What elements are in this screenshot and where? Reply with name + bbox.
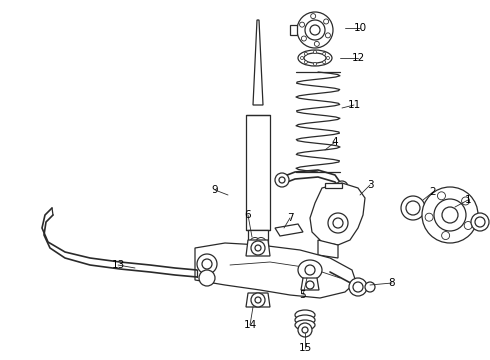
- Circle shape: [251, 241, 265, 255]
- Circle shape: [323, 61, 326, 64]
- Circle shape: [279, 177, 285, 183]
- Circle shape: [301, 36, 306, 41]
- Circle shape: [304, 52, 307, 55]
- Circle shape: [305, 265, 315, 275]
- Ellipse shape: [401, 196, 425, 220]
- Circle shape: [256, 238, 266, 248]
- Circle shape: [297, 12, 333, 48]
- Circle shape: [314, 63, 317, 66]
- Polygon shape: [310, 183, 365, 245]
- Ellipse shape: [295, 320, 315, 330]
- Ellipse shape: [298, 50, 332, 66]
- Polygon shape: [318, 240, 338, 258]
- Ellipse shape: [295, 315, 315, 325]
- Polygon shape: [325, 183, 342, 188]
- Circle shape: [202, 259, 212, 269]
- Circle shape: [255, 245, 261, 251]
- Circle shape: [425, 213, 433, 221]
- Circle shape: [314, 50, 317, 54]
- Text: 2: 2: [430, 187, 436, 197]
- Ellipse shape: [298, 260, 322, 280]
- Circle shape: [250, 238, 260, 248]
- Circle shape: [475, 217, 485, 227]
- Ellipse shape: [365, 282, 375, 292]
- Text: 3: 3: [367, 180, 373, 190]
- Circle shape: [197, 254, 217, 274]
- Polygon shape: [275, 224, 303, 236]
- Text: 7: 7: [287, 213, 294, 223]
- Circle shape: [314, 41, 319, 46]
- Circle shape: [302, 327, 308, 333]
- Text: 14: 14: [244, 320, 257, 330]
- Polygon shape: [246, 293, 270, 307]
- Circle shape: [310, 25, 320, 35]
- Circle shape: [311, 14, 316, 19]
- Text: 13: 13: [111, 260, 124, 270]
- Circle shape: [471, 213, 489, 231]
- Circle shape: [328, 213, 348, 233]
- Text: 9: 9: [212, 185, 219, 195]
- Circle shape: [333, 218, 343, 228]
- Circle shape: [340, 185, 344, 189]
- Polygon shape: [246, 115, 270, 230]
- Circle shape: [422, 187, 478, 243]
- Circle shape: [255, 297, 261, 303]
- Ellipse shape: [304, 53, 326, 63]
- Text: 1: 1: [465, 195, 471, 205]
- Circle shape: [255, 245, 261, 251]
- Circle shape: [251, 293, 265, 307]
- Circle shape: [323, 52, 326, 55]
- Circle shape: [199, 270, 215, 286]
- Text: 8: 8: [389, 278, 395, 288]
- Polygon shape: [253, 20, 263, 105]
- Circle shape: [336, 181, 348, 193]
- Polygon shape: [301, 278, 319, 290]
- Circle shape: [462, 197, 469, 205]
- Circle shape: [275, 173, 289, 187]
- Circle shape: [434, 199, 466, 231]
- Text: 10: 10: [353, 23, 367, 33]
- Circle shape: [251, 241, 265, 255]
- Polygon shape: [246, 240, 270, 256]
- Circle shape: [325, 33, 330, 38]
- Ellipse shape: [295, 310, 315, 320]
- Circle shape: [323, 19, 329, 24]
- Text: 15: 15: [298, 343, 312, 353]
- Circle shape: [300, 57, 303, 59]
- Text: 4: 4: [332, 137, 338, 147]
- Ellipse shape: [349, 278, 367, 296]
- Circle shape: [304, 61, 307, 64]
- Text: 6: 6: [245, 210, 251, 220]
- Polygon shape: [290, 25, 297, 35]
- Circle shape: [442, 207, 458, 223]
- Text: 5: 5: [300, 290, 306, 300]
- Polygon shape: [248, 230, 268, 255]
- Text: 11: 11: [347, 100, 361, 110]
- Circle shape: [299, 22, 305, 27]
- Circle shape: [464, 221, 472, 230]
- Circle shape: [353, 282, 363, 292]
- Circle shape: [441, 231, 450, 239]
- Text: 12: 12: [351, 53, 365, 63]
- Circle shape: [305, 20, 325, 40]
- Ellipse shape: [406, 201, 420, 215]
- Circle shape: [306, 281, 314, 289]
- Circle shape: [326, 57, 329, 59]
- Circle shape: [438, 192, 445, 200]
- Circle shape: [298, 323, 312, 337]
- Polygon shape: [195, 243, 356, 298]
